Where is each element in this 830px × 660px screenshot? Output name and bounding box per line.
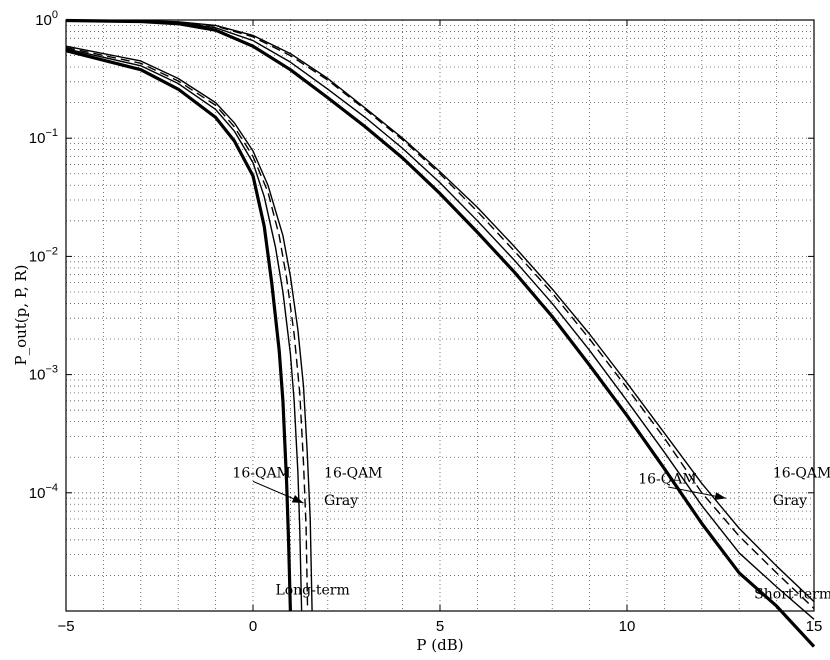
annotation-label: Gray — [773, 493, 807, 509]
series-line-long-term — [65, 46, 309, 612]
annotation-label: Long-term — [275, 582, 349, 598]
annotation-arrow-head — [291, 494, 304, 503]
x-tick-label: 0 — [249, 618, 257, 635]
series-line-short-term — [65, 18, 816, 648]
annotation-label: 16-QAM — [232, 465, 290, 481]
curves — [65, 18, 816, 648]
x-tick-label: 10 — [619, 618, 636, 635]
y-tick-label: 100 — [35, 9, 58, 29]
annotation-label: 16-QAM — [638, 471, 696, 487]
series-line-long-term — [65, 48, 303, 612]
annotation-label: Short-term — [754, 586, 830, 602]
y-tick-label: 10−4 — [29, 482, 58, 502]
annotations: 16-QAM 16-QAM Gray Long-term 16-QAM 16-QAM Gra… — [232, 465, 830, 602]
y-tick-label: 10−1 — [29, 127, 58, 147]
annotation-arrow-head — [714, 492, 727, 501]
series-line-long-term — [65, 49, 292, 612]
annotation-label: 16-QAM — [773, 465, 830, 481]
annotation-label: 16-QAM — [324, 465, 382, 481]
ticks: −5 0 5 10 15 100 10−1 10−2 10−3 10−4 — [29, 9, 823, 635]
x-tick-label: −5 — [57, 618, 74, 635]
y-tick-label: 10−2 — [29, 245, 58, 265]
y-axis-label-group: P_out(p, P, R) — [12, 264, 30, 365]
y-axis-label: P_out(p, P, R) — [12, 264, 30, 365]
annotation-arrows — [252, 480, 727, 504]
x-axis-label: P (dB) — [416, 636, 463, 654]
grid — [66, 20, 814, 611]
x-tick-label: 5 — [436, 618, 444, 635]
x-tick-label: 15 — [806, 618, 823, 635]
series-line-short-term — [65, 19, 815, 603]
series-line-short-term — [65, 19, 815, 620]
series-line-long-term — [65, 45, 313, 612]
annotation-label: Gray — [324, 493, 358, 509]
y-tick-label: 10−3 — [29, 364, 58, 384]
